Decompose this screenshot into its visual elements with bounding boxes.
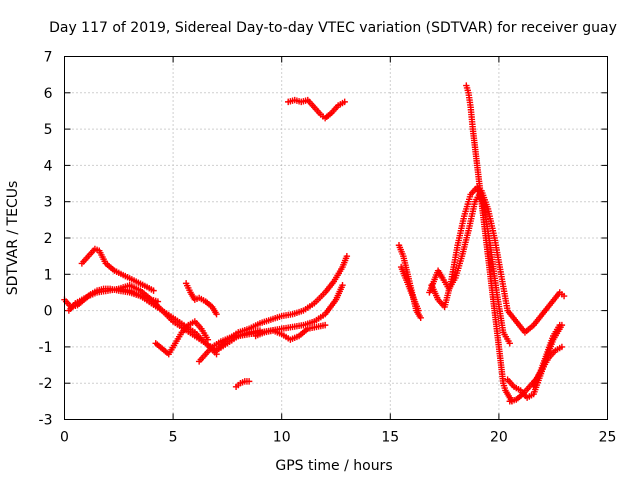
- y-tick-label: 6: [44, 86, 53, 102]
- data-series-arc-k: [285, 96, 348, 122]
- y-tick-labels: -3 -2 -1 0 1 2 3 4 5 6 7: [39, 50, 53, 429]
- x-tick-label: 5: [169, 430, 178, 446]
- y-axis-label: SDTVAR / TECUs: [5, 181, 21, 296]
- data-series-arc-i: [252, 321, 329, 343]
- data-point: [556, 321, 563, 329]
- plot-frame: [64, 56, 608, 420]
- data-point: [213, 311, 220, 318]
- y-tick-label: -3: [39, 413, 53, 429]
- y-tick-label: -2: [39, 376, 53, 392]
- data-series-arc-c: [65, 285, 220, 358]
- data-series-arc-e: [152, 318, 212, 358]
- x-tick-label: 10: [273, 430, 291, 446]
- data-point: [558, 343, 566, 351]
- data-point: [560, 292, 568, 300]
- x-axis-label: GPS time / hours: [275, 458, 392, 474]
- data-series-arc-j: [232, 378, 253, 391]
- x-tick-labels: 0 5 10 15 20 25: [60, 430, 616, 446]
- data-series-arc-g: [195, 281, 346, 365]
- data-series-arc-f: [182, 280, 220, 318]
- data-point: [343, 252, 351, 260]
- y-tick-label: -1: [39, 340, 53, 356]
- data-series-arc-l: [395, 242, 424, 322]
- data-series-arc-m: [397, 263, 422, 314]
- data-series-arc-p: [463, 82, 516, 405]
- grid-lines: [64, 56, 608, 420]
- data-points: [61, 82, 568, 405]
- data-point: [150, 287, 157, 294]
- data-point: [321, 321, 329, 329]
- data-series-arc-q: [506, 343, 566, 405]
- data-series-arc-s: [530, 321, 563, 391]
- y-tick-label: 0: [44, 304, 53, 320]
- data-point: [339, 281, 346, 289]
- data-point: [341, 98, 348, 106]
- y-tick-label: 5: [44, 122, 53, 138]
- chart-title: Day 117 of 2019, Sidereal Day-to-day VTE…: [49, 20, 617, 36]
- data-point: [245, 378, 253, 385]
- y-tick-label: 7: [44, 50, 53, 66]
- x-tick-label: 25: [599, 430, 617, 446]
- y-tick-label: 2: [44, 231, 53, 247]
- x-tick-label: 15: [381, 430, 399, 446]
- data-point: [417, 314, 424, 322]
- data-point: [204, 336, 212, 343]
- x-tick-label: 0: [60, 430, 69, 446]
- data-series-arc-b: [78, 245, 157, 294]
- y-tick-label: 3: [44, 195, 53, 211]
- x-tick-label: 20: [490, 430, 508, 446]
- data-point: [506, 340, 513, 347]
- data-point: [415, 307, 422, 314]
- data-series-arc-h: [213, 252, 351, 354]
- y-tick-label: 1: [44, 267, 53, 283]
- data-series-arc-n: [426, 187, 568, 336]
- y-tick-label: 4: [44, 158, 53, 174]
